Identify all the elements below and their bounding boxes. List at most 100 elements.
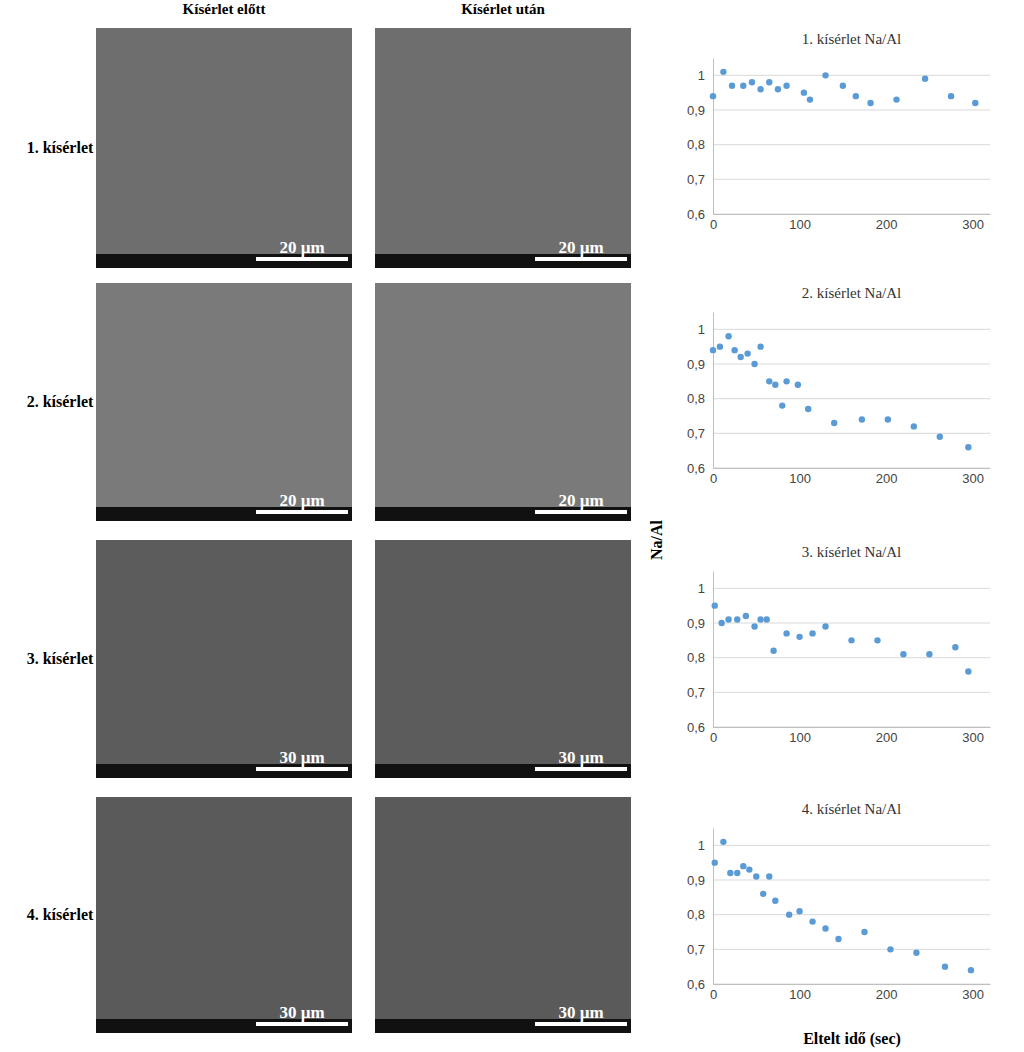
micrograph-image <box>96 540 352 778</box>
points <box>710 69 979 107</box>
data-point <box>766 378 772 384</box>
x-tick: 300 <box>962 984 984 1002</box>
data-point <box>740 83 746 89</box>
data-point <box>734 616 740 622</box>
grid-line <box>713 468 990 469</box>
x-tick: 200 <box>876 984 898 1002</box>
y-tick: 0,8 <box>687 650 713 665</box>
data-point <box>885 416 891 422</box>
scale-bar-label: 30 µm <box>279 748 324 767</box>
data-point <box>831 420 837 426</box>
scale-bar <box>535 510 627 514</box>
x-tick: 100 <box>789 727 811 745</box>
scale-bar <box>256 510 348 514</box>
micrograph-image <box>375 797 631 1033</box>
grid <box>713 845 990 984</box>
x-tick: 0 <box>710 727 717 745</box>
x-axis: 0 100 200 300 <box>710 984 991 1002</box>
data-point <box>731 347 737 353</box>
y-tick: 1 <box>698 68 713 83</box>
grid-line <box>713 75 990 76</box>
grid-line <box>713 398 990 399</box>
scale-bar-label: 30 µm <box>279 1003 324 1022</box>
x-tick-label: 100 <box>789 730 811 745</box>
data-point <box>770 648 776 654</box>
x-tick: 100 <box>789 984 811 1002</box>
data-point <box>712 859 718 865</box>
y-tick-label: 0,6 <box>687 720 705 735</box>
data-point <box>809 630 815 636</box>
data-point <box>795 382 801 388</box>
y-axis: 0,6 0,7 0,8 0,9 1 <box>687 572 714 735</box>
grid-line <box>713 144 990 145</box>
x-tick-label: 0 <box>710 730 717 745</box>
y-tick: 0,9 <box>687 103 713 118</box>
x-tick-label: 300 <box>962 217 984 232</box>
data-point <box>727 870 733 876</box>
data-point <box>796 908 802 914</box>
data-point <box>922 76 928 82</box>
y-axis: 0,60,70,80,91 <box>687 59 714 222</box>
data-point <box>965 444 971 450</box>
y-tick: 1 <box>698 838 713 853</box>
y-tick: 0,7 <box>687 685 713 700</box>
y-tick-label: 0,7 <box>687 426 705 441</box>
x-axis-line <box>714 727 991 728</box>
scale-bar-label: 30 µm <box>558 748 603 767</box>
data-point <box>783 630 789 636</box>
chart: 4. kísérlet Na/Al0,60,70,80,910100200300 <box>687 801 991 1002</box>
data-point <box>751 623 757 629</box>
data-point <box>796 634 802 640</box>
data-point <box>772 898 778 904</box>
scale-bar-label: 20 µm <box>558 491 603 510</box>
data-point <box>766 873 772 879</box>
y-axis-line <box>713 829 714 985</box>
data-point <box>725 616 731 622</box>
grid-line <box>713 110 990 111</box>
data-point <box>710 93 716 99</box>
data-point <box>720 839 726 845</box>
micrograph: 30 µm <box>96 540 352 778</box>
data-point <box>867 100 873 106</box>
data-point <box>766 79 772 85</box>
grid <box>713 75 990 214</box>
y-axis-line <box>713 313 714 469</box>
y-tick: 0,7 <box>687 172 713 187</box>
chart-title: 2. kísérlet Na/Al <box>802 285 902 301</box>
data-point <box>786 911 792 917</box>
x-tick-label: 0 <box>710 217 717 232</box>
data-point <box>712 602 718 608</box>
data-point <box>900 651 906 657</box>
x-tick: 0 <box>710 984 717 1002</box>
data-point <box>911 423 917 429</box>
micrograph-image <box>375 28 631 268</box>
y-tick-label: 0,7 <box>687 942 705 957</box>
data-point <box>968 967 974 973</box>
x-tick-label: 300 <box>962 471 984 486</box>
y-tick: 0,8 <box>687 907 713 922</box>
x-tick: 0 <box>710 214 717 232</box>
micrograph-image <box>96 28 352 268</box>
micrograph: 20 µm <box>375 28 631 268</box>
data-point <box>809 918 815 924</box>
row-label: 3. kísérlet <box>27 650 94 667</box>
y-tick: 0,9 <box>687 873 713 888</box>
grid-line <box>713 588 990 589</box>
y-tick: 1 <box>698 581 713 596</box>
micrograph: 30 µm <box>96 797 352 1033</box>
y-tick-label: 0,8 <box>687 907 705 922</box>
data-point <box>718 620 724 626</box>
x-tick-label: 200 <box>876 730 898 745</box>
y-tick: 0,8 <box>687 137 713 152</box>
y-tick-label: 0,9 <box>687 616 705 631</box>
micrograph-image <box>375 283 631 521</box>
grid-line <box>713 984 990 985</box>
micrograph: 20 µm <box>375 283 631 521</box>
data-point <box>734 870 740 876</box>
y-tick-label: 0,6 <box>687 977 705 992</box>
y-tick-label: 0,9 <box>687 103 705 118</box>
data-point <box>763 616 769 622</box>
grid-line <box>713 179 990 180</box>
chart-title: 1. kísérlet Na/Al <box>802 31 902 47</box>
points <box>712 602 972 674</box>
